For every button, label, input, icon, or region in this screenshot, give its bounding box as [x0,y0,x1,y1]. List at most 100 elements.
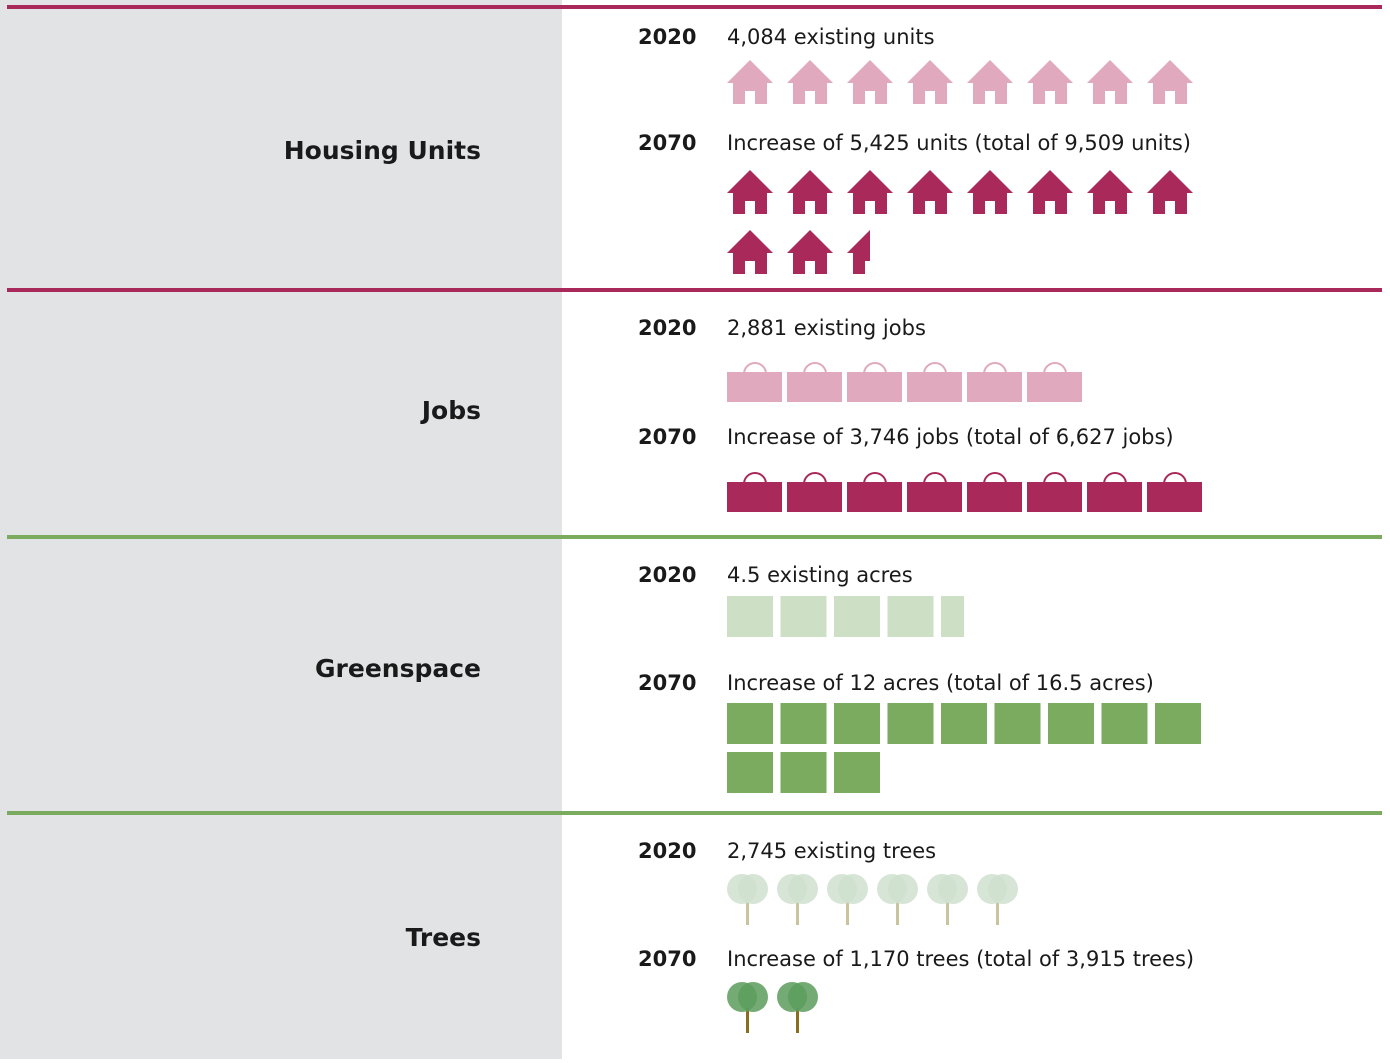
house-icon [787,60,833,104]
bag-icon [907,362,962,402]
bag-handle [803,362,827,375]
square-icon [1101,703,1148,744]
house-icon [787,170,833,214]
house-icon [727,60,773,104]
house-icon [907,170,953,214]
house-shape [727,170,773,214]
house-icon [727,230,773,274]
square-icon [994,703,1041,744]
bag-icon [847,472,902,512]
tree-icon [927,874,968,925]
tree-trunk [946,900,949,925]
house-shape [907,60,953,104]
bag-handle [1103,472,1127,485]
tree-trunk [996,900,999,925]
tree-icon [777,874,818,925]
bag-icon [967,472,1022,512]
bag-icon [1027,472,1082,512]
bag-handle [863,472,887,485]
bag-body [907,482,962,512]
bag-icon [967,362,1022,402]
tree-crown [838,874,868,904]
house-shape [727,60,773,104]
house-shape [847,230,870,274]
tree-trunk [746,1008,749,1033]
bag-body [727,372,782,402]
section-label: Housing Units [284,136,481,165]
year-label: 2020 [638,563,696,587]
square-icon [887,703,934,744]
house-icon [907,60,953,104]
bag-body [907,372,962,402]
square-icon [727,703,773,744]
house-shape [787,170,833,214]
bag-handle [1043,362,1067,375]
square-shape [727,703,773,744]
house-icon [847,170,893,214]
tree-crown [788,874,818,904]
house-icon [1087,60,1133,104]
bag-handle [743,472,767,485]
house-shape [967,170,1013,214]
bag-body [1027,372,1082,402]
bag-icon [1027,362,1082,402]
year-label: 2070 [638,131,696,155]
entry-text: 4,084 existing units [727,25,935,49]
bag-icon [727,472,782,512]
entry-text: Increase of 12 acres (total of 16.5 acre… [727,671,1154,695]
section-label: Trees [406,923,481,952]
year-label: 2070 [638,671,696,695]
square-shape [780,596,827,637]
section-label: Jobs [420,396,481,425]
year-label: 2020 [638,316,696,340]
tree-crown [738,874,768,904]
house-icon [847,230,870,274]
bag-handle [983,472,1007,485]
bag-icon [787,472,842,512]
square-icon [727,596,773,637]
house-icon [1147,170,1193,214]
bag-body [1087,482,1142,512]
bag-handle [743,362,767,375]
house-shape [967,60,1013,104]
house-shape [847,60,893,104]
year-label: 2020 [638,839,696,863]
house-icon [787,230,833,274]
square-icon [727,752,773,793]
bag-handle [923,362,947,375]
bag-handle [863,362,887,375]
tree-trunk [846,900,849,925]
square-shape [941,596,964,637]
bag-body [1027,482,1082,512]
square-icon [887,596,934,637]
house-shape [1027,170,1073,214]
square-icon [941,596,964,637]
house-icon [967,60,1013,104]
square-shape [727,752,773,793]
house-icon [847,60,893,104]
bag-handle [803,472,827,485]
bag-icon [907,472,962,512]
bag-body [847,372,902,402]
tree-trunk [796,900,799,925]
house-shape [787,230,833,274]
square-icon [941,703,987,744]
square-icon [834,596,880,637]
square-shape [1101,703,1148,744]
bag-handle [923,472,947,485]
year-label: 2070 [638,425,696,449]
square-icon [780,596,827,637]
bag-body [1147,482,1202,512]
square-shape [727,596,773,637]
square-icon [834,703,880,744]
bag-body [967,482,1022,512]
bag-handle [1163,472,1187,485]
bag-body [847,482,902,512]
year-label: 2070 [638,947,696,971]
square-icon [1155,703,1201,744]
bag-icon [1087,472,1142,512]
square-shape [994,703,1041,744]
tree-icon [727,874,768,925]
house-shape [847,170,893,214]
square-icon [780,703,827,744]
